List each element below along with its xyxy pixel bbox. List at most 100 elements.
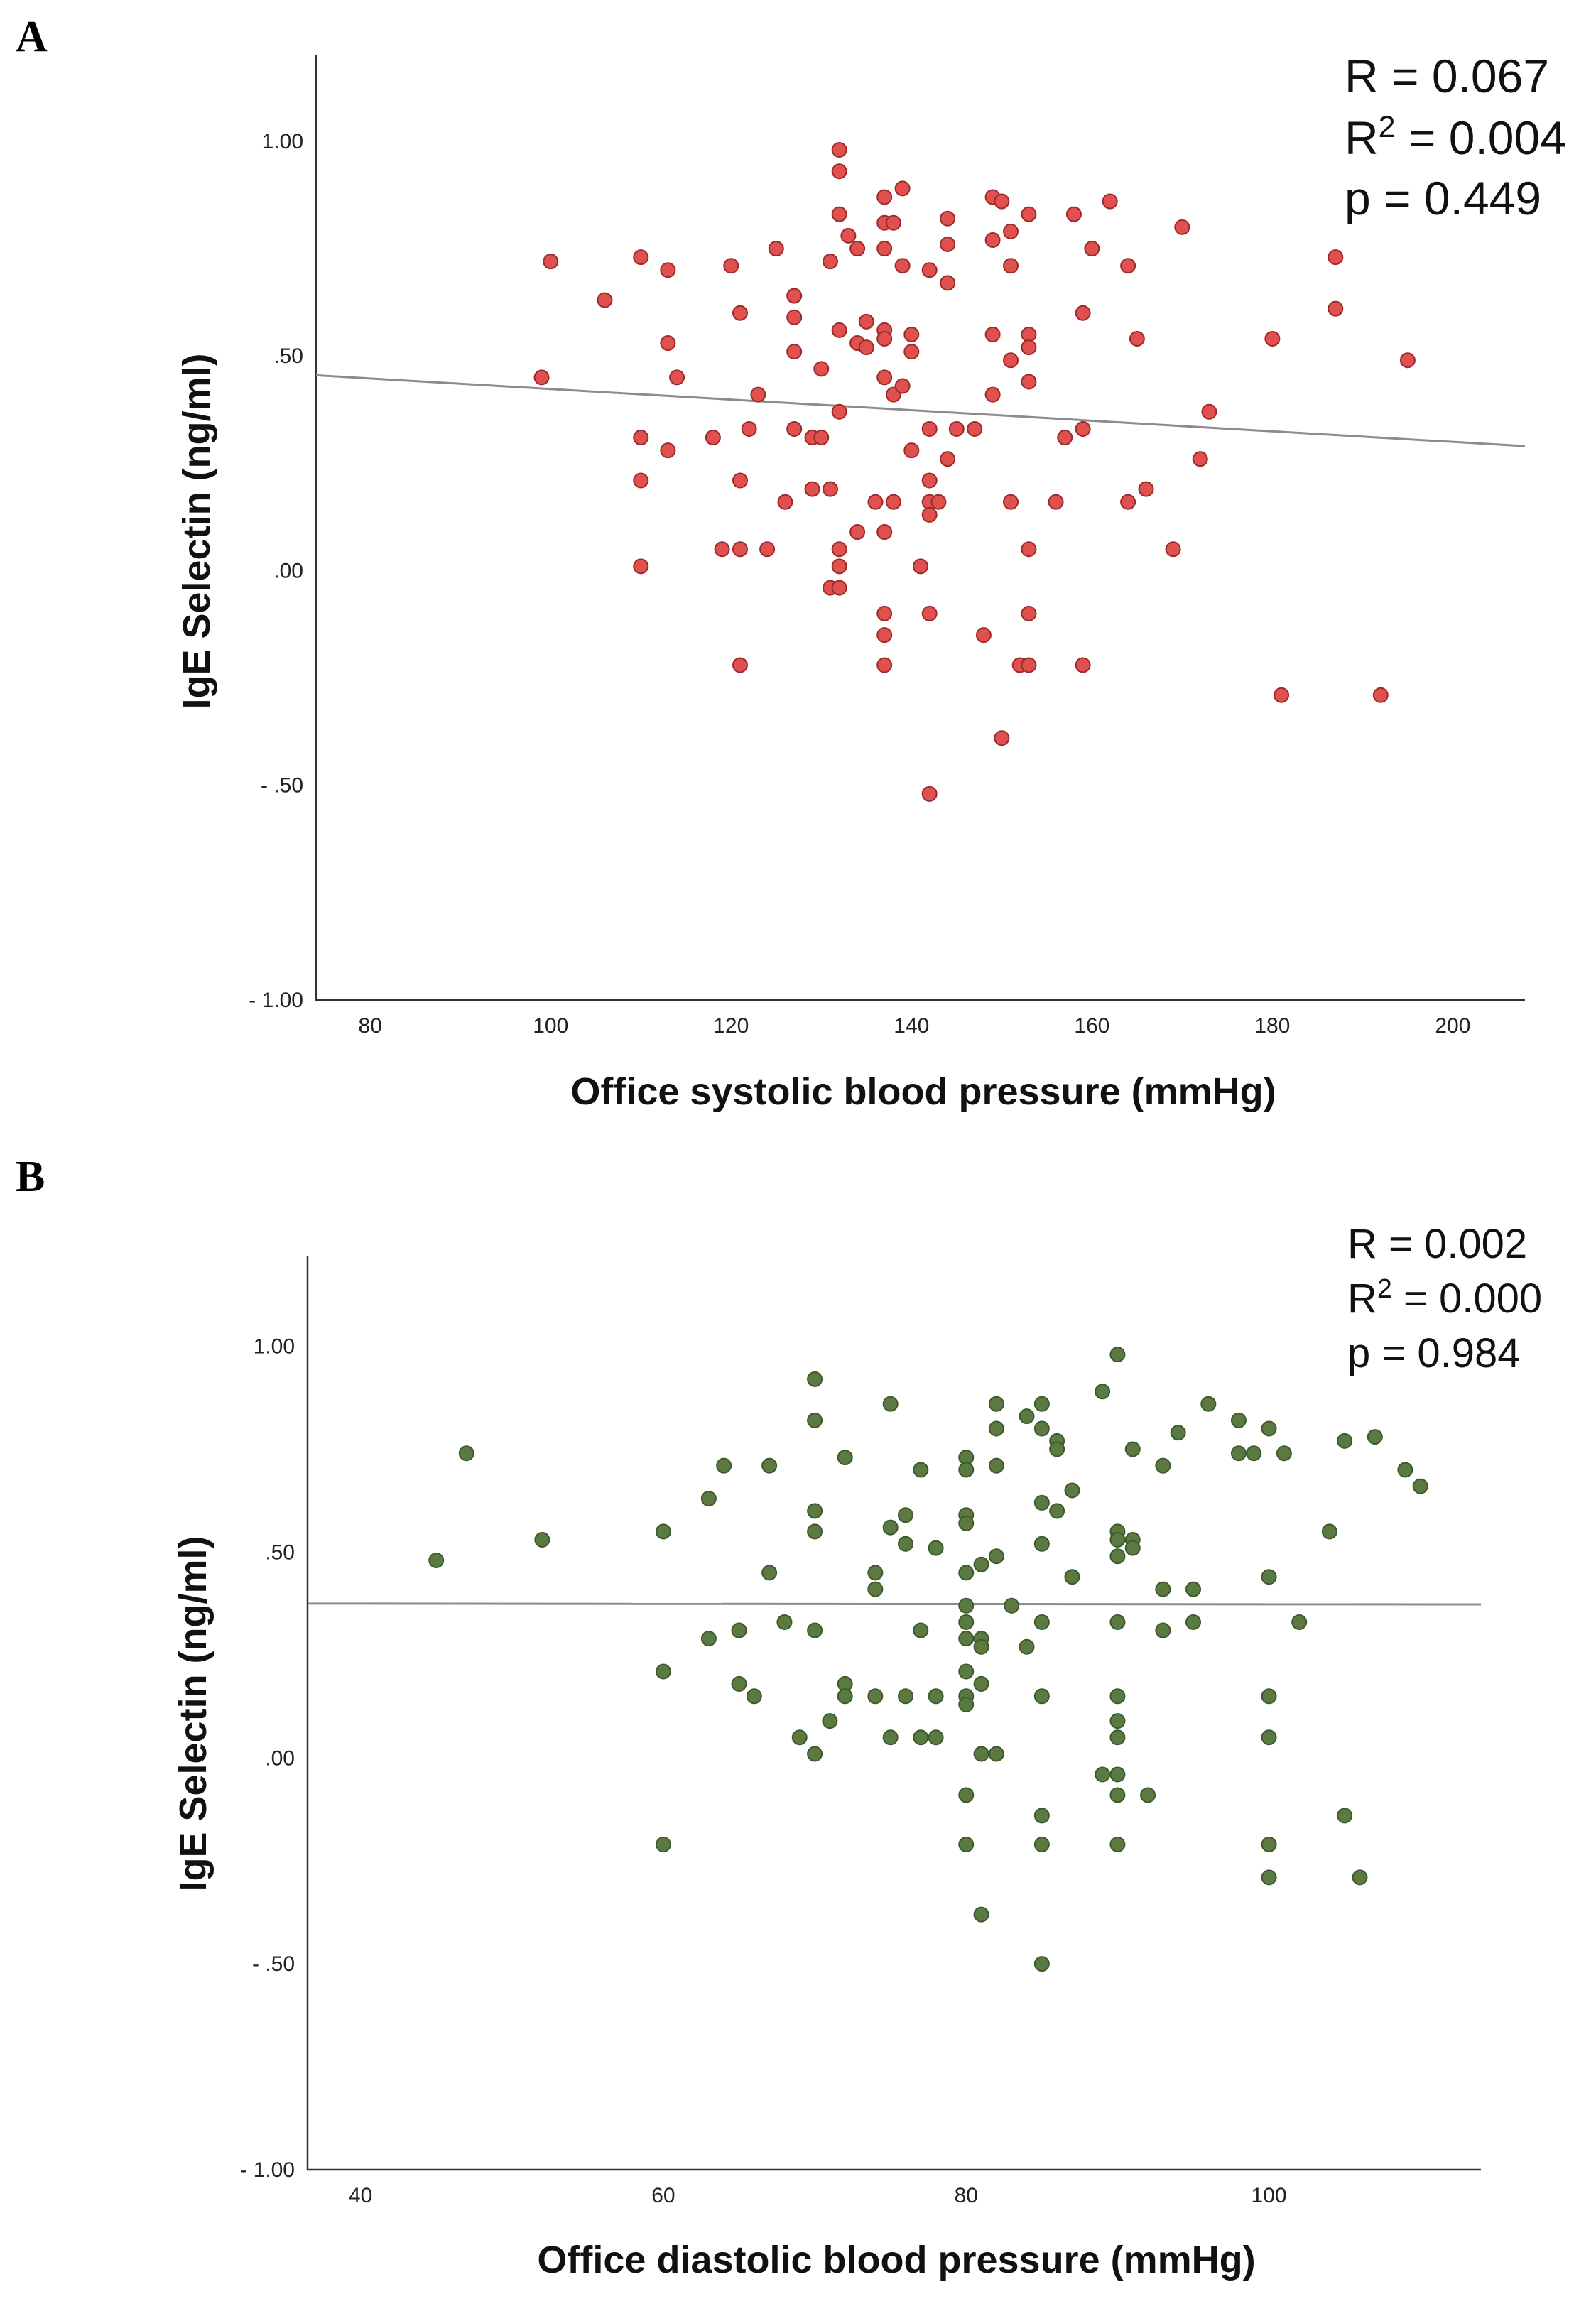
panel-b-data-point <box>1019 1638 1035 1655</box>
panel-a-data-point <box>822 254 838 270</box>
panel-b: B 40 60 80 100 - 1.00 - .50 .00 .50 1.00 Office … <box>16 1153 1542 2281</box>
panel-b-data-point <box>807 1503 823 1519</box>
panel-a-data-point <box>1057 430 1073 446</box>
panel-a-y-tick-label: .00 <box>273 559 303 582</box>
panel-a-data-point <box>1065 206 1082 222</box>
panel-b-data-point <box>1155 1622 1171 1638</box>
panel-a-data-point <box>984 326 1001 342</box>
panel-a-data-point <box>723 258 739 274</box>
panel-b-data-point <box>1033 1688 1050 1705</box>
panel-b-data-point <box>958 1462 975 1478</box>
panel-b-data-point <box>822 1713 838 1729</box>
panel-b-data-point <box>1109 1688 1126 1705</box>
panel-a-data-point <box>975 627 992 643</box>
panel-a-data-point <box>984 386 1001 403</box>
panel-a-data-point <box>1165 541 1181 558</box>
panel-a-fit-line <box>315 374 1526 447</box>
panel-a-data-point <box>786 344 803 360</box>
panel-b-data-point <box>1337 1808 1353 1824</box>
panel-a-data-point <box>1328 249 1344 266</box>
panel-b-data-point <box>1033 1837 1050 1853</box>
panel-b-data-point <box>973 1746 989 1762</box>
panel-a-data-point <box>903 344 920 360</box>
panel-b-data-point <box>761 1565 778 1581</box>
panel-a-data-point <box>633 249 649 266</box>
panel-b-data-point <box>928 1540 944 1556</box>
panel-a-data-point <box>633 472 649 489</box>
panel-a-data-point <box>1003 352 1019 369</box>
panel-a-data-point <box>894 258 911 274</box>
panel-b-data-point <box>1124 1441 1141 1457</box>
panel-b-data-point <box>1109 1614 1126 1630</box>
panel-a-data-point <box>885 214 901 231</box>
panel-b-data-point <box>1095 1766 1111 1783</box>
panel-a-stat-r: R = 0.067 <box>1345 50 1549 102</box>
panel-a-data-point <box>885 494 901 510</box>
panel-b-stat-r: R = 0.002 <box>1347 1221 1527 1267</box>
panel-b-data-point <box>458 1445 474 1462</box>
panel-a-data-point <box>894 378 911 394</box>
panel-b-data-point <box>1033 1536 1050 1552</box>
panel-b-x-axis-title: Office diastolic blood pressure (mmHg) <box>537 2239 1255 2281</box>
panel-a-data-point <box>940 210 956 227</box>
panel-b-y-tick-label: - .50 <box>252 1952 295 1976</box>
panel-a-data-point <box>777 494 793 510</box>
panel-b-data-point <box>1140 1787 1156 1803</box>
panel-a-data-point <box>597 292 613 308</box>
panel-b-data-point <box>958 1631 975 1647</box>
panel-b-y-tick-label: .00 <box>265 1746 295 1770</box>
panel-a-data-point <box>940 275 956 291</box>
panel-a-y-tick-label: - 1.00 <box>249 989 303 1012</box>
panel-a-data-point <box>1021 541 1037 558</box>
panel-b-x-tick-label: 80 <box>955 2184 978 2207</box>
panel-b-x-tick-label: 60 <box>651 2184 675 2207</box>
panel-a-data-point <box>921 786 938 802</box>
panel-a-data-point <box>921 506 938 523</box>
panel-a-data-point <box>759 541 776 558</box>
panel-a-data-point <box>831 403 847 420</box>
panel-b-data-point <box>988 1457 1004 1474</box>
panel-a-x-tick-label: 200 <box>1435 1014 1470 1038</box>
panel-b-data-point <box>1109 1729 1126 1746</box>
panel-a-data-point <box>831 558 847 575</box>
panel-b-data-point <box>1155 1457 1171 1474</box>
panel-b-tick-labels: 40 60 80 100 - 1.00 - .50 .00 .50 1.00 <box>240 1335 1286 2207</box>
panel-a-x-tick-label: 180 <box>1254 1014 1290 1038</box>
panel-a-data-point <box>1174 219 1190 235</box>
panel-a-data-point <box>831 580 847 596</box>
panel-a-data-point <box>732 657 748 673</box>
panel-a-data-point <box>813 361 830 377</box>
panel-b-y-tick-label: .50 <box>265 1540 295 1564</box>
panel-a-data-point <box>633 558 649 575</box>
panel-b-data-point <box>746 1688 762 1705</box>
panel-b-data-point <box>958 1787 975 1803</box>
panel-b-data-point <box>1261 1837 1277 1853</box>
panel-a-data-point <box>1129 331 1145 347</box>
panel-a-data-point <box>994 730 1010 746</box>
panel-a-data-point <box>1003 494 1019 510</box>
panel-a-data-point <box>705 430 721 446</box>
panel-a-data-point <box>849 241 866 257</box>
panel-a-data-point <box>1328 300 1344 317</box>
panel-b-data-point <box>1230 1412 1247 1428</box>
panel-b-data-point <box>1185 1614 1201 1630</box>
panel-a-data-point <box>1003 223 1019 239</box>
panel-b-data-point <box>1064 1482 1080 1499</box>
panel-b-data-point <box>913 1729 929 1746</box>
panel-a-data-point <box>1192 451 1208 467</box>
panel-a-data-point <box>786 288 803 304</box>
panel-b-data-point <box>791 1729 808 1746</box>
panel-b-data-point <box>1033 1956 1050 1972</box>
panel-a-data-point <box>921 262 938 278</box>
panel-b-data-point <box>716 1457 732 1474</box>
panel-b-data-point <box>1109 1766 1126 1783</box>
panel-b-data-point <box>958 1597 975 1614</box>
panel-a-data-point <box>533 369 550 386</box>
panel-b-stat-r2: R2 = 0.000 <box>1347 1273 1542 1322</box>
panel-b-data-point <box>988 1548 1004 1565</box>
panel-a-y-tick-label: .50 <box>273 344 303 368</box>
panel-a-data-point <box>1021 657 1037 673</box>
panel-a-data-point <box>831 541 847 558</box>
panel-a-data-point <box>1075 420 1091 437</box>
